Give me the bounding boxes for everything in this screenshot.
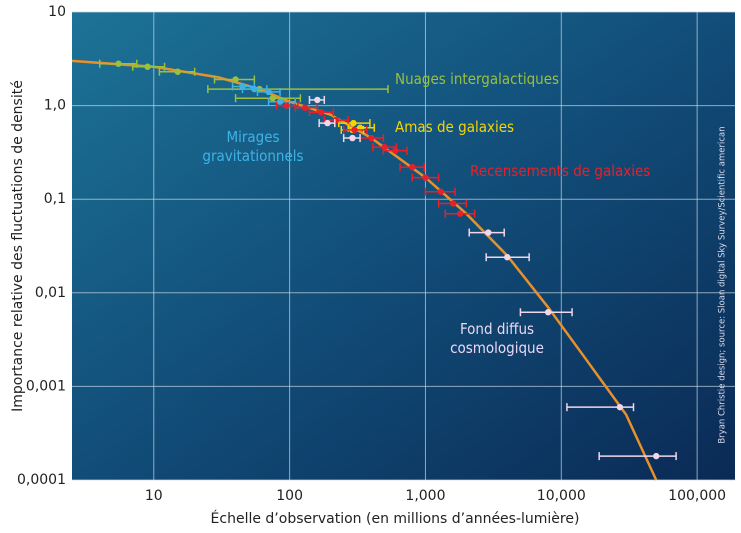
series-label: Fond diffus cosmologique [450,320,544,357]
credit: Bryan Christie design; source: Sloan dig… [718,126,728,443]
x-tick-label: 1,000 [405,488,445,504]
point [504,254,511,261]
point [265,88,272,96]
point [144,63,151,70]
point [115,60,122,67]
y-tick-label: 0,1 [44,191,66,207]
point [392,147,399,154]
y-tick-label: 0,001 [26,378,66,394]
point [324,119,331,127]
point [251,85,258,93]
point [314,96,321,104]
point [350,119,357,127]
point [232,76,239,83]
x-axis-label: Échelle d’observation (en millions d’ann… [211,510,580,527]
point [485,229,492,236]
point [349,134,356,142]
x-tick-label: 10 [145,488,163,504]
x-tick-label: 100 [276,488,303,504]
series-label: Amas de galaxies [395,118,515,136]
x-tick-label: 100,000 [668,488,726,504]
point [332,116,340,124]
point [437,188,445,195]
point [616,403,624,411]
point [422,174,429,181]
point [283,102,290,109]
point [276,98,284,105]
point [653,452,660,460]
point [301,104,309,111]
series-label: Mirages gravitationnels [202,128,304,165]
point [368,134,375,142]
y-axis-label: Importance relative des fluctuations de … [10,80,26,412]
x-tick-label: 10,000 [537,488,586,504]
series-label: Recensements de galaxies [470,162,651,180]
point [456,210,464,217]
point [174,68,181,75]
plot-area [72,12,735,480]
point [449,200,457,207]
y-tick-label: 0,01 [35,285,66,301]
point [317,109,325,116]
point [351,126,358,134]
point [544,309,552,316]
y-tick-label: 0,0001 [17,472,66,488]
y-tick-label: 1,0 [44,98,66,114]
point [269,94,276,102]
series-label: Nuages intergalactiques [395,70,560,88]
point [409,163,416,171]
y-tick-label: 10 [48,4,66,20]
point [381,143,388,151]
